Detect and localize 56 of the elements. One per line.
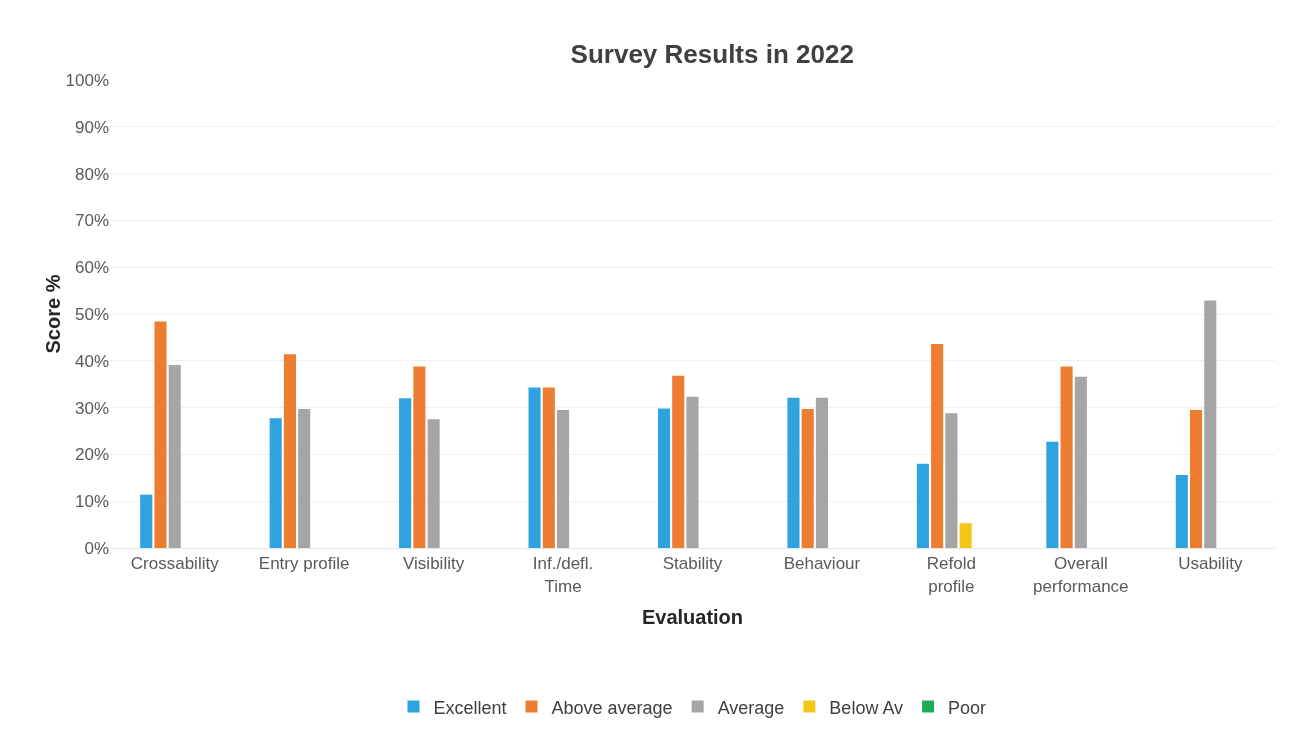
x-tick-label: Refold profile <box>926 554 976 596</box>
bar <box>686 396 699 548</box>
x-tick-label: Visibility <box>403 554 465 574</box>
legend-label: Above average <box>551 697 673 718</box>
bar <box>801 409 814 548</box>
x-tick-label: Behaviour <box>783 554 861 574</box>
bar <box>672 375 685 548</box>
legend-label: Average <box>717 697 785 718</box>
y-tick-label: 50% <box>74 304 109 324</box>
y-tick-label: 80% <box>74 164 109 184</box>
bar <box>657 408 671 548</box>
y-axis-title: Score % <box>42 274 64 354</box>
bar <box>399 398 412 548</box>
y-tick-label: 70% <box>74 211 109 231</box>
bar <box>269 418 282 548</box>
bar <box>413 366 426 548</box>
bar <box>140 494 153 548</box>
bar <box>283 354 296 548</box>
bar <box>298 409 311 548</box>
bar <box>1074 376 1087 548</box>
bar <box>1175 474 1188 548</box>
bar <box>916 463 929 548</box>
y-tick-label: 100% <box>65 70 109 90</box>
bar <box>945 413 958 548</box>
legend-label: Below Av <box>829 697 904 718</box>
x-tick-label: Inf./defl. Time <box>532 554 594 596</box>
x-tick-label: Overall performance <box>1033 554 1129 596</box>
x-tick-label: Entry profile <box>258 554 350 574</box>
y-tick-label: 90% <box>74 117 109 137</box>
bar <box>931 343 944 548</box>
bar <box>154 321 167 548</box>
legend-label: Poor <box>948 697 987 718</box>
x-tick-label: Usability <box>1178 554 1243 574</box>
bar <box>1204 300 1217 548</box>
bar <box>815 397 828 548</box>
x-tick-label: Crossability <box>130 554 220 574</box>
bar <box>427 419 440 548</box>
y-tick-label: 40% <box>74 351 109 371</box>
bar <box>1189 409 1203 548</box>
bar <box>168 365 181 548</box>
bar <box>528 387 541 548</box>
bar <box>787 397 800 548</box>
y-tick-label: 30% <box>74 398 109 418</box>
y-tick-label: 20% <box>74 445 109 465</box>
chart-title: Survey Results in 2022 <box>570 39 854 70</box>
bar <box>959 523 972 548</box>
y-tick-label: 10% <box>74 492 109 512</box>
bar <box>542 387 555 548</box>
bar <box>1046 441 1059 548</box>
x-tick-label: Stability <box>662 554 723 574</box>
bar <box>1060 366 1073 548</box>
y-tick-label: 60% <box>74 258 109 278</box>
x-axis-title: Evaluation <box>641 606 744 628</box>
legend-label: Excellent <box>433 697 507 718</box>
bar <box>557 409 570 548</box>
y-tick-label: 0% <box>84 538 109 558</box>
